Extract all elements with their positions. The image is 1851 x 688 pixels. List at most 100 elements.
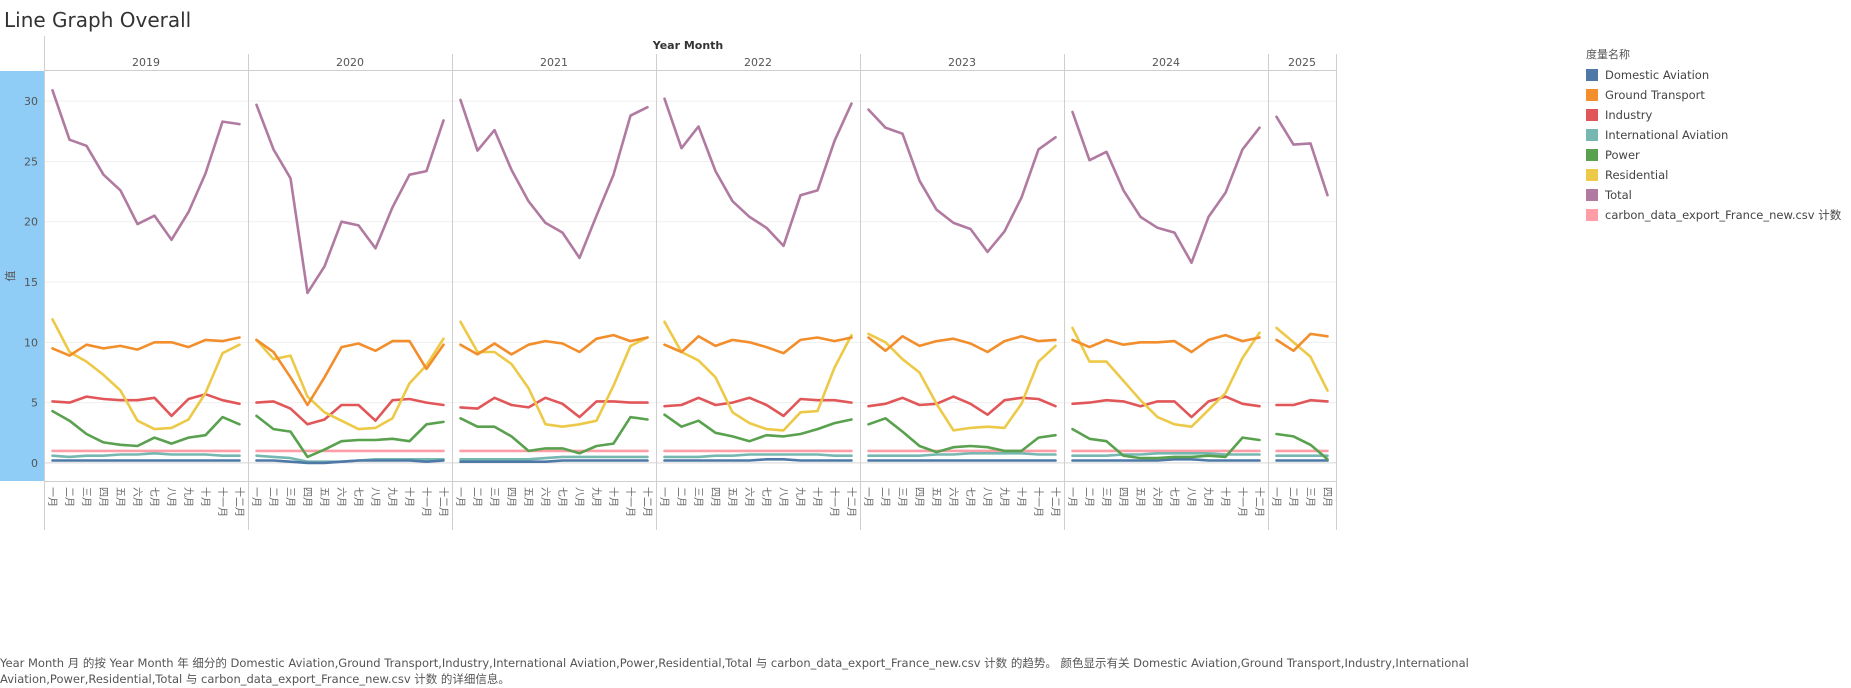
legend-item[interactable]: Ground Transport	[1586, 85, 1848, 105]
month-tick-label: 三月	[692, 487, 704, 507]
legend-item[interactable]: Power	[1586, 145, 1848, 165]
month-tick-label: 十月	[1015, 487, 1028, 507]
legend-swatch	[1586, 89, 1598, 101]
page-title: Line Graph Overall	[4, 8, 192, 32]
legend-label: Residential	[1605, 168, 1669, 182]
legend: 度量名称 Domestic Aviation Ground Transport In…	[1586, 46, 1848, 225]
series-line	[1275, 398, 1329, 407]
legend-label: Total	[1605, 188, 1632, 202]
month-tick-label: 十一月	[216, 487, 229, 517]
month-tick-label: 六月	[335, 487, 347, 507]
y-tick-label: 5	[31, 397, 38, 410]
month-tick-label: 二月	[471, 487, 483, 507]
month-tick-label: 八月	[981, 487, 993, 507]
series-line	[51, 318, 241, 431]
month-tick-label: 十二月	[437, 487, 450, 517]
series-line	[663, 453, 853, 459]
month-tick-label: 十二月	[1049, 487, 1062, 517]
year-header: 2021	[540, 56, 568, 69]
month-tick-label: 九月	[998, 487, 1010, 507]
y-tick-label: 20	[24, 216, 38, 229]
month-tick-label: 十一月	[624, 487, 637, 517]
month-tick-label: 十一月	[420, 487, 433, 517]
series-line	[867, 451, 1057, 458]
month-tick-label: 四月	[1117, 487, 1129, 507]
month-tick-label: 七月	[148, 487, 160, 507]
month-tick-label: 六月	[131, 487, 143, 507]
legend-item[interactable]: Total	[1586, 185, 1848, 205]
series-line	[867, 332, 1057, 432]
month-tick-label: 二月	[879, 487, 891, 507]
series-line	[255, 414, 445, 459]
legend-label: Power	[1605, 148, 1640, 162]
month-tick-label: 二月	[267, 487, 279, 507]
series-line	[1275, 332, 1329, 353]
legend-swatch	[1586, 189, 1598, 201]
series-line	[1071, 110, 1261, 265]
series-line	[663, 334, 853, 355]
series-line	[867, 108, 1057, 254]
month-tick-label: 三月	[1100, 487, 1112, 507]
month-tick-label: 十二月	[845, 487, 858, 517]
month-tick-label: 四月	[301, 487, 313, 507]
month-tick-label: 九月	[794, 487, 806, 507]
line-chart: 051015202530值Year Month2019一月 二月 三月 四月 五月 六月七…	[0, 36, 1337, 530]
month-tick-label: 十二月	[233, 487, 246, 517]
month-tick-label: 一月	[250, 487, 262, 507]
series-line	[459, 333, 649, 356]
month-tick-label: 五月	[114, 487, 126, 507]
series-line	[1071, 395, 1261, 419]
month-tick-label: 八月	[1185, 487, 1197, 507]
month-tick-label: 十二月	[1253, 487, 1266, 517]
month-tick-label: 一月	[1066, 487, 1078, 507]
month-tick-label: 六月	[947, 487, 959, 507]
month-tick-label: 九月	[590, 487, 602, 507]
month-tick-label: 十月	[1219, 487, 1232, 507]
series-line	[867, 416, 1057, 454]
legend-swatch	[1586, 209, 1598, 221]
month-tick-label: 一月	[658, 487, 670, 507]
series-line	[1071, 333, 1261, 354]
month-tick-label: 八月	[573, 487, 585, 507]
series-line	[255, 337, 445, 431]
legend-item[interactable]: International Aviation	[1586, 125, 1848, 145]
year-header: 2023	[948, 56, 976, 69]
month-tick-label: 八月	[165, 487, 177, 507]
series-line	[1071, 427, 1261, 460]
year-header: 2019	[132, 56, 160, 69]
series-line	[255, 103, 445, 295]
month-tick-label: 二月	[1083, 487, 1095, 507]
series-line	[867, 395, 1057, 417]
series-line	[1071, 457, 1261, 462]
month-tick-label: 十一月	[1032, 487, 1045, 517]
month-tick-label: 六月	[743, 487, 755, 507]
month-tick-label: 一月	[46, 487, 58, 507]
series-line	[459, 98, 649, 260]
y-tick-label: 15	[24, 276, 38, 289]
legend-item[interactable]: Industry	[1586, 105, 1848, 125]
month-tick-label: 二月	[63, 487, 75, 507]
x-axis-title: Year Month	[652, 39, 724, 52]
legend-label: Industry	[1605, 108, 1653, 122]
legend-item[interactable]: Domestic Aviation	[1586, 65, 1848, 85]
month-tick-label: 十月	[199, 487, 212, 507]
legend-title: 度量名称	[1586, 48, 1630, 61]
series-line	[459, 320, 649, 429]
month-tick-label: 七月	[1168, 487, 1180, 507]
series-line	[1071, 451, 1261, 458]
month-tick-label: 十月	[607, 487, 620, 507]
month-tick-label: 二月	[1287, 487, 1299, 507]
month-tick-label: 六月	[539, 487, 551, 507]
y-tick-label: 25	[24, 155, 38, 168]
legend-swatch	[1586, 169, 1598, 181]
month-tick-label: 七月	[556, 487, 568, 507]
legend-item[interactable]: Residential	[1586, 165, 1848, 185]
series-line	[255, 397, 445, 426]
y-tick-label: 0	[31, 457, 38, 470]
month-tick-label: 三月	[80, 487, 92, 507]
month-tick-label: 九月	[386, 487, 398, 507]
legend-item[interactable]: carbon_data_export_France_new.csv 计数	[1586, 205, 1848, 225]
month-tick-label: 五月	[522, 487, 534, 507]
series-line	[459, 396, 649, 419]
month-tick-label: 七月	[352, 487, 364, 507]
